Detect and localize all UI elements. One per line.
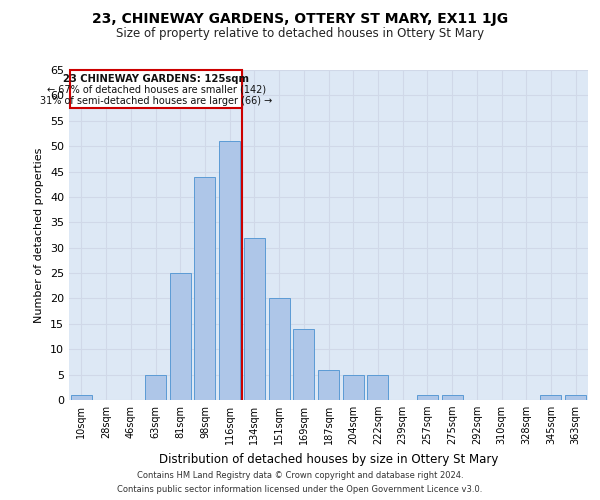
Bar: [170, 273, 191, 400]
Bar: [269, 298, 290, 400]
Bar: [145, 374, 166, 400]
Bar: [442, 395, 463, 400]
Text: 31% of semi-detached houses are larger (66) →: 31% of semi-detached houses are larger (…: [40, 96, 272, 106]
Bar: [565, 395, 586, 400]
Bar: [318, 370, 339, 400]
Text: 23, CHINEWAY GARDENS, OTTERY ST MARY, EX11 1JG: 23, CHINEWAY GARDENS, OTTERY ST MARY, EX…: [92, 12, 508, 26]
Bar: [244, 238, 265, 400]
FancyBboxPatch shape: [70, 70, 242, 108]
Text: ← 67% of detached houses are smaller (142): ← 67% of detached houses are smaller (14…: [47, 85, 266, 95]
Bar: [194, 176, 215, 400]
Text: Size of property relative to detached houses in Ottery St Mary: Size of property relative to detached ho…: [116, 28, 484, 40]
X-axis label: Distribution of detached houses by size in Ottery St Mary: Distribution of detached houses by size …: [159, 452, 498, 466]
Text: 23 CHINEWAY GARDENS: 125sqm: 23 CHINEWAY GARDENS: 125sqm: [63, 74, 249, 84]
Text: Contains HM Land Registry data © Crown copyright and database right 2024.
Contai: Contains HM Land Registry data © Crown c…: [118, 472, 482, 494]
Bar: [541, 395, 562, 400]
Y-axis label: Number of detached properties: Number of detached properties: [34, 148, 44, 322]
Bar: [71, 395, 92, 400]
Bar: [219, 141, 240, 400]
Bar: [343, 374, 364, 400]
Bar: [367, 374, 388, 400]
Bar: [293, 329, 314, 400]
Bar: [417, 395, 438, 400]
